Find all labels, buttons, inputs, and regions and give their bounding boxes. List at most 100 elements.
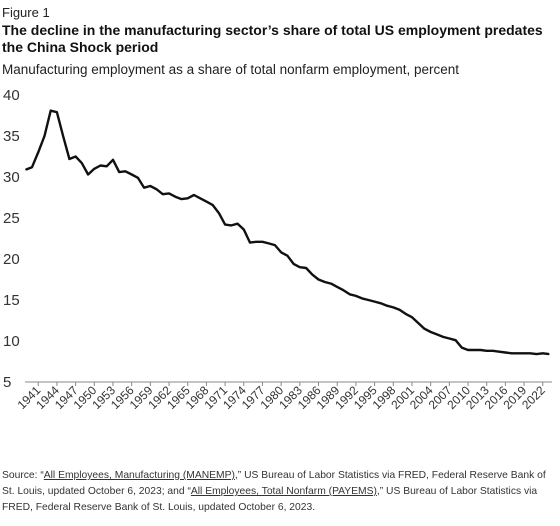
data-point: [330, 283, 332, 285]
data-point: [75, 155, 77, 158]
data-point: [430, 331, 432, 333]
data-point: [43, 135, 46, 137]
data-point: [274, 244, 276, 246]
data-point: [93, 168, 95, 170]
data-point: [37, 151, 39, 153]
data-point: [504, 351, 506, 354]
y-tick-label: 40: [3, 87, 20, 104]
data-point: [386, 305, 388, 307]
source-link-manemp[interactable]: All Employees, Manufacturing (MANEMP): [43, 470, 235, 481]
data-point: [118, 171, 120, 173]
data-point: [31, 166, 33, 168]
data-point: [124, 170, 126, 172]
figure-label: Figure 1: [2, 5, 50, 20]
data-point: [542, 352, 544, 354]
y-tick-label: 25: [3, 210, 20, 227]
data-point: [299, 266, 301, 268]
data-point: [448, 337, 450, 340]
data-point: [392, 306, 394, 308]
data-point: [286, 255, 288, 257]
data-point: [517, 352, 519, 354]
data-point: [205, 201, 207, 203]
data-point: [342, 289, 344, 291]
source-suffix: ,” US Bureau of Labor Statistics via FRE…: [2, 486, 538, 513]
data-point: [479, 349, 482, 351]
data-point: [106, 165, 108, 167]
data-point: [311, 274, 313, 276]
data-point: [280, 251, 282, 253]
data-point: [87, 173, 89, 176]
data-point: [162, 193, 164, 195]
data-point: [156, 188, 158, 190]
data-point: [380, 302, 382, 304]
data-point: [137, 177, 139, 179]
data-point: [25, 169, 27, 171]
line-chart: 40 35 30 25 20 15 10 5 194119441947195019531956…: [3, 87, 552, 412]
x-axis-ticks: 1941194419471950195319561959196219651968…: [15, 382, 548, 412]
y-tick-label: 15: [3, 292, 20, 309]
data-point: [180, 198, 183, 200]
data-point: [548, 353, 550, 355]
data-point: [324, 281, 326, 283]
data-point: [461, 347, 463, 349]
data-point: [68, 158, 70, 160]
data-point: [237, 223, 239, 225]
data-point: [99, 164, 102, 167]
data-point: [143, 187, 145, 189]
data-point: [56, 111, 58, 113]
data-point: [230, 224, 232, 226]
data-point: [255, 241, 257, 243]
data-point: [411, 316, 413, 318]
data-point: [243, 228, 245, 231]
data-point: [486, 350, 488, 352]
data-point: [442, 336, 444, 338]
y-axis-ticks: 40 35 30 25 20 15 10 5: [3, 87, 20, 391]
data-point: [193, 194, 195, 196]
source-middle: ,” US Bureau of Labor Statistics via FRE…: [2, 470, 546, 497]
y-tick-label: 10: [3, 333, 20, 350]
data-point: [492, 350, 494, 352]
y-tick-label: 20: [3, 251, 20, 268]
data-point: [511, 352, 513, 354]
data-point: [523, 352, 525, 354]
data-point: [361, 297, 363, 299]
data-point: [81, 162, 83, 164]
data-point: [149, 185, 151, 187]
data-point: [212, 204, 214, 206]
data-point: [374, 301, 376, 303]
series-layer: [25, 109, 550, 356]
data-point: [467, 349, 469, 351]
source-prefix: Source: “: [2, 470, 44, 481]
data-point: [436, 333, 438, 335]
data-point: [336, 286, 338, 288]
data-point: [131, 173, 133, 176]
x-tick-label: 2022: [519, 383, 548, 412]
data-point: [62, 135, 64, 137]
data-point: [417, 322, 419, 324]
data-point: [398, 309, 401, 311]
data-point: [473, 349, 475, 351]
data-point: [317, 278, 320, 281]
y-tick-label: 35: [3, 128, 20, 145]
data-point: [174, 196, 176, 198]
y-tick-label: 30: [3, 169, 20, 186]
data-point: [249, 242, 251, 244]
data-point: [355, 295, 357, 297]
chart-title: The decline in the manufacturing sector’…: [2, 22, 543, 55]
data-point: [349, 293, 351, 295]
data-point: [199, 197, 201, 199]
data-point: [305, 267, 307, 269]
data-point: [224, 224, 226, 226]
source-note: Source: “All Employees, Manufacturing (M…: [2, 468, 556, 516]
data-point: [218, 212, 220, 214]
source-link-payems[interactable]: All Employees, Total Nonfarm (PAYEMS): [190, 486, 377, 497]
data-point: [50, 110, 52, 112]
data-point: [535, 353, 538, 355]
y-tick-label: 5: [3, 374, 11, 391]
chart-subtitle: Manufacturing employment as a share of t…: [2, 62, 459, 77]
data-point: [261, 241, 264, 243]
data-point: [529, 352, 531, 354]
data-point: [112, 159, 114, 161]
data-point: [268, 242, 270, 244]
data-point: [498, 351, 500, 353]
